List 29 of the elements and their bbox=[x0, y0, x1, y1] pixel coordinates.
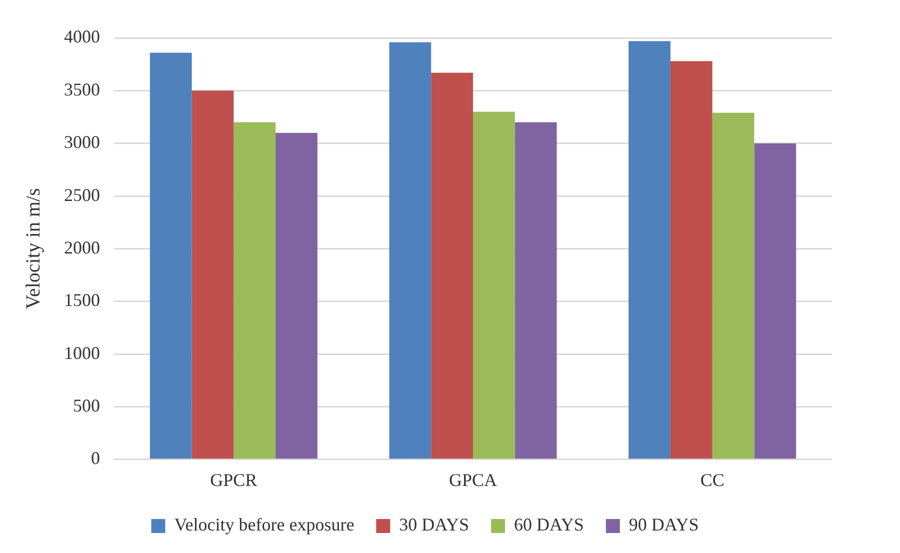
bar bbox=[628, 41, 670, 459]
bar bbox=[150, 52, 192, 459]
bar bbox=[670, 61, 712, 459]
legend-label: 60 DAYS bbox=[514, 514, 584, 535]
x-tick-label: GPCA bbox=[448, 470, 498, 490]
y-tick-label: 1000 bbox=[64, 342, 100, 363]
bar bbox=[431, 72, 473, 459]
x-tick-label: GPCR bbox=[210, 470, 258, 490]
bar bbox=[234, 122, 276, 459]
y-tick-label: 3000 bbox=[64, 132, 100, 152]
bar bbox=[712, 112, 754, 459]
y-tick-label: 4000 bbox=[64, 26, 100, 47]
y-tick-label: 1500 bbox=[64, 290, 100, 310]
bar bbox=[473, 112, 515, 459]
bar bbox=[514, 122, 557, 459]
y-tick-label: 2500 bbox=[64, 184, 100, 205]
legend-label: Velocity before exposure bbox=[174, 514, 354, 535]
y-tick-label: 2000 bbox=[64, 237, 100, 258]
y-tick-label: 500 bbox=[73, 395, 100, 416]
y-tick-label: 3500 bbox=[64, 79, 100, 100]
y-tick-label: 0 bbox=[91, 448, 100, 468]
legend-label: 90 DAYS bbox=[628, 514, 699, 535]
bar bbox=[389, 42, 432, 459]
x-tick-label: CC bbox=[700, 470, 724, 490]
legend-label: 30 DAYS bbox=[399, 514, 470, 535]
bar bbox=[754, 143, 796, 459]
bar bbox=[276, 132, 318, 459]
bar bbox=[192, 90, 234, 459]
y-axis-title: Velocity in m/s bbox=[22, 188, 44, 310]
